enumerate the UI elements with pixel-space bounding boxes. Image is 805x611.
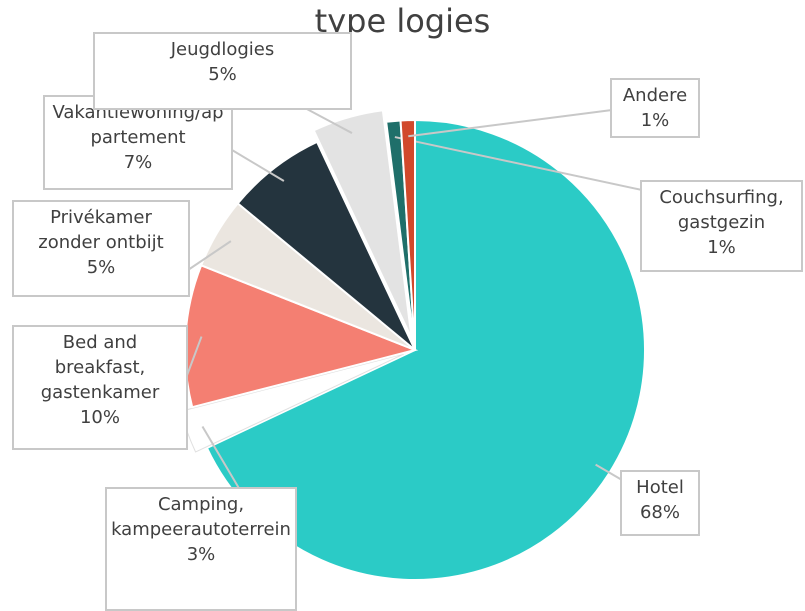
leader-line	[231, 149, 285, 182]
data-label: Bed and breakfast, gastenkamer 10%	[12, 325, 188, 450]
data-label: Camping, kampeerautoterrein 3%	[105, 487, 297, 611]
leader-line	[304, 107, 353, 134]
data-label: Hotel 68%	[620, 470, 700, 536]
data-label: Vakantiewoning/appartement 7%	[43, 95, 233, 190]
pie-slice	[312, 109, 413, 339]
label-value: 68%	[639, 502, 680, 523]
leader-line	[185, 336, 203, 379]
leader-line	[408, 109, 613, 138]
data-label: Jeugdlogies 5%	[93, 32, 352, 110]
label-value: 5%	[208, 64, 237, 85]
leader-line	[595, 463, 623, 481]
leader-line	[187, 240, 232, 271]
data-label: Couchsurfing, gastgezin 1%	[640, 180, 803, 272]
label-value: 10%	[79, 407, 120, 428]
label-value: 1%	[640, 110, 670, 131]
pie-slice	[399, 118, 416, 351]
label-value: 3%	[186, 544, 216, 565]
label-name: Andere	[622, 85, 688, 106]
label-name: Hotel	[636, 477, 684, 498]
label-name: Privékamer zonder ontbijt	[38, 207, 164, 253]
leader-line	[201, 426, 241, 491]
label-value: 1%	[707, 237, 736, 258]
label-value: 7%	[123, 152, 153, 173]
data-label: Andere 1%	[610, 78, 700, 138]
pie-slice	[236, 140, 416, 351]
leader-line	[394, 136, 643, 191]
label-value: 5%	[86, 257, 116, 278]
label-name: Camping, kampeerautoterrein	[111, 494, 291, 540]
label-name: Couchsurfing, gastgezin	[659, 187, 784, 233]
label-name: Bed and breakfast, gastenkamer	[40, 332, 160, 403]
label-name: Jeugdlogies	[170, 39, 275, 60]
data-label: Privékamer zonder ontbijt 5%	[12, 200, 190, 297]
